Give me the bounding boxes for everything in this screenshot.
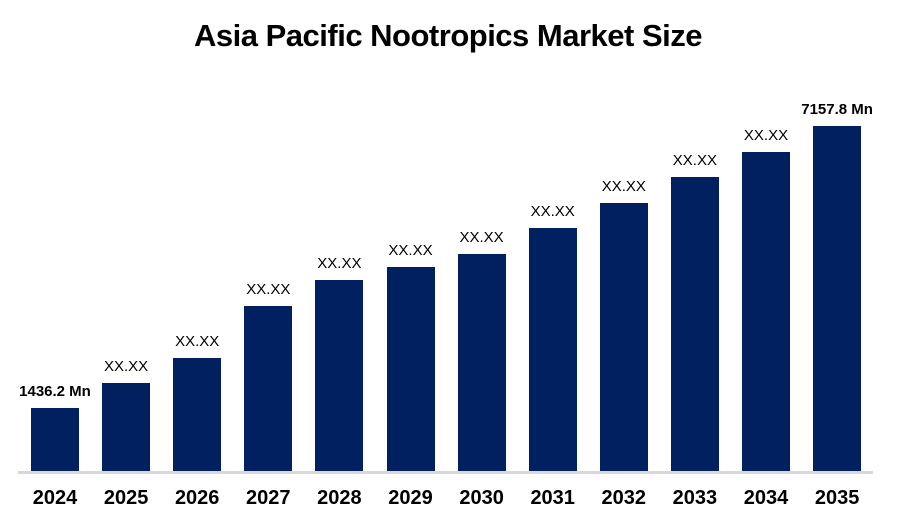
bar-value-label-2035: 7157.8 Mn [801,101,873,118]
x-tick-label-2033: 2033 [672,487,718,509]
bar-value-label-2033: XX.XX [672,152,717,169]
x-axis-line [18,471,873,474]
bar-2029 [386,267,435,471]
bar-value-label-2032: XX.XX [601,178,646,195]
x-tick-label-2029: 2029 [388,487,433,509]
bar-value-label-2029: XX.XX [388,242,433,259]
bar-value-label-2031: XX.XX [530,203,575,220]
bar-value-label-2024: 1436.2 Mn [19,383,91,400]
bar-value-label-2034: XX.XX [743,127,789,144]
x-tick-label-2025: 2025 [103,487,149,509]
x-tick-label-2034: 2034 [743,487,789,509]
x-tick-label-2024: 2024 [32,487,78,509]
bar-value-label-2030: XX.XX [459,229,504,246]
x-tick-label-2035: 2035 [814,487,860,509]
bar-2024 [31,408,79,471]
bar-2025 [102,383,151,471]
x-tick-label-2027: 2027 [246,487,291,509]
bar-2030 [457,254,506,471]
bar-2033 [670,177,719,471]
bar-value-label-2027: XX.XX [246,281,291,298]
bar-value-label-2025: XX.XX [104,358,149,375]
bar-2026 [173,358,222,471]
bar-2031 [528,228,577,471]
bar-value-label-2026: XX.XX [175,333,220,350]
x-tick-label-2032: 2032 [601,487,647,509]
chart-title: Asia Pacific Nootropics Market Size [194,18,702,53]
x-tick-label-2028: 2028 [317,487,362,509]
bar-2027 [244,306,293,471]
bar-2035 [813,126,862,471]
x-tick-label-2030: 2030 [459,487,504,509]
x-tick-label-2031: 2031 [530,487,575,509]
bar-2032 [599,203,648,471]
bar-2034 [742,152,790,471]
bar-2028 [315,280,364,471]
bar-value-label-2028: XX.XX [317,255,362,272]
x-tick-label-2026: 2026 [174,487,220,509]
